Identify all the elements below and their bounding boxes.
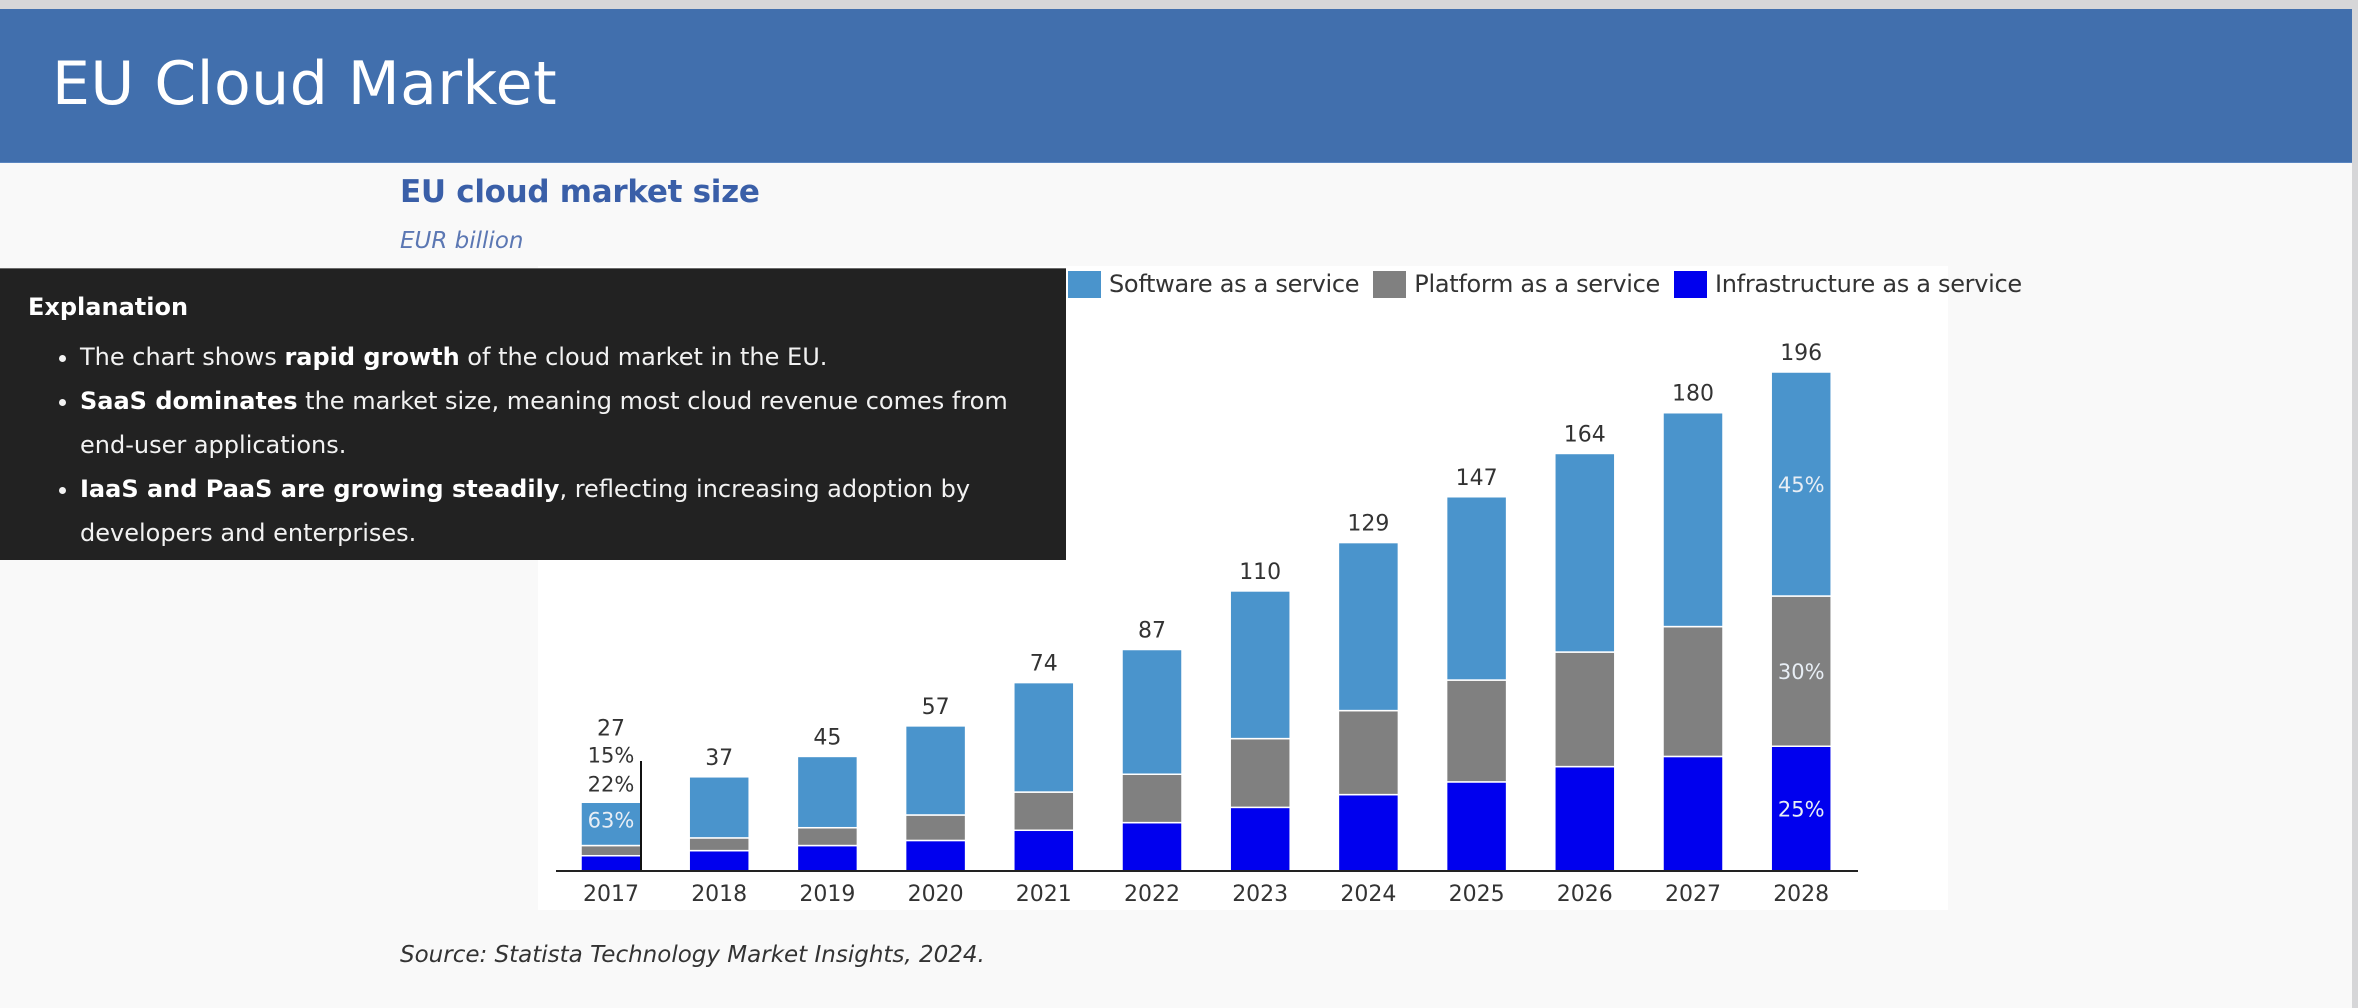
page-header: EU Cloud Market (0, 9, 2352, 163)
bar-total-label: 129 (1347, 512, 1389, 537)
legend-label: Software as a service (1109, 270, 1360, 298)
bar-segment-paas (1554, 651, 1616, 768)
x-tick-label: 2019 (799, 882, 855, 907)
bar-percentage-label: 22% (588, 772, 635, 796)
x-tick-label: 2022 (1124, 882, 1180, 907)
explanation-panel: Explanation The chart shows rapid growth… (0, 268, 1066, 560)
bar-segment-paas (1770, 595, 1832, 747)
bar-segment-saas (1554, 452, 1616, 653)
legend-item-paas: Platform as a service (1373, 270, 1660, 298)
bar-segment-iaas (1554, 765, 1616, 872)
bullet-text: the market size, meaning most cloud reve… (80, 387, 1008, 459)
bar-percentage-label: 15% (588, 743, 635, 767)
bar-segment-paas (1229, 737, 1291, 809)
legend-swatch (1673, 270, 1707, 298)
bar-segment-iaas (1013, 829, 1075, 872)
bar-percentage-label: 63% (588, 808, 635, 832)
bullet-text: The chart shows (80, 343, 285, 371)
legend-swatch (1373, 270, 1407, 298)
bar-total-label: 147 (1456, 466, 1498, 491)
bar-segment-saas (1229, 590, 1291, 740)
x-tick-label: 2026 (1557, 882, 1613, 907)
bar-total-label: 196 (1780, 341, 1822, 366)
browser-top-strip (0, 0, 2358, 9)
bullet-text: of the cloud market in the EU. (459, 343, 828, 371)
bar-segment-paas (580, 844, 642, 857)
bar-segment-paas (1337, 709, 1400, 796)
bullet-text: , reflecting increasing adoption by deve… (80, 475, 971, 547)
source-note: Source: Statista Technology Market Insig… (400, 942, 985, 968)
bullet-emphasis: IaaS and PaaS are growing steadily (80, 475, 560, 503)
bar-segment-iaas (1445, 781, 1508, 872)
chart-unit-label: EUR billion (400, 228, 524, 254)
bar-total-label: 57 (922, 695, 950, 720)
bar-total-label: 110 (1239, 560, 1281, 585)
explanation-bullet: IaaS and PaaS are growing steadily, refl… (80, 467, 1066, 555)
page-title: EU Cloud Market (52, 49, 558, 119)
x-tick-label: 2020 (908, 882, 964, 907)
bullet-emphasis: rapid growth (284, 343, 460, 371)
bar-segment-iaas (580, 854, 642, 872)
bar-segment-saas (1337, 541, 1400, 712)
bar-total-label: 45 (813, 725, 841, 750)
x-tick-label: 2025 (1449, 882, 1505, 907)
bar-segment-saas (1662, 411, 1724, 628)
bar-segment-saas (1121, 648, 1183, 776)
bar-segment-saas (1013, 681, 1075, 793)
scrollbar[interactable] (2352, 9, 2358, 1008)
bar-segment-iaas (1662, 755, 1724, 872)
chart-legend: Software as a service Platform as a servi… (1068, 268, 2036, 300)
bar-segment-iaas (1770, 745, 1832, 872)
bar-segment-iaas (904, 839, 967, 872)
x-tick-label: 2024 (1340, 882, 1396, 907)
bar-segment-iaas (1337, 793, 1400, 872)
bar-total-label: 87 (1138, 619, 1166, 644)
bar-segment-paas (1013, 791, 1075, 832)
bar-total-label: 37 (705, 746, 733, 771)
bar-segment-saas (904, 725, 967, 816)
bar-segment-paas (688, 837, 750, 852)
explanation-heading: Explanation (28, 293, 189, 321)
bar-segment-paas (904, 814, 967, 842)
x-tick-label: 2023 (1232, 882, 1288, 907)
bar-segment-iaas (796, 844, 859, 872)
x-tick-label: 2017 (583, 882, 639, 907)
bullet-emphasis: SaaS dominates (80, 387, 298, 415)
bar-segment-paas (1662, 625, 1724, 758)
bar-total-label: 27 (597, 716, 625, 741)
x-tick-label: 2028 (1773, 882, 1829, 907)
bar-segment-saas (796, 755, 859, 829)
bar-segment-paas (1121, 773, 1183, 824)
bar-segment-paas (796, 826, 859, 847)
x-tick-label: 2021 (1016, 882, 1072, 907)
x-tick-label: 2027 (1665, 882, 1721, 907)
chart-container: 27 2017 63% 15% 22% 37 2018 45 2019 57 2020 74 2021 8… (538, 266, 2022, 910)
bar-total-label: 180 (1672, 382, 1714, 407)
bar-segment-saas (688, 776, 750, 839)
bar-percentage-label: 25% (1778, 798, 1825, 822)
stacked-bar-chart: 27 2017 63% 15% 22% 37 2018 45 2019 57 2020 74 2021 8… (556, 341, 1858, 907)
legend-label: Platform as a service (1414, 270, 1660, 298)
explanation-bullet: SaaS dominates the market size, meaning … (80, 379, 1066, 467)
explanation-list: The chart shows rapid growth of the clou… (28, 335, 1066, 555)
legend-item-saas: Software as a service (1068, 270, 1360, 298)
bar-segment-iaas (688, 849, 750, 872)
explanation-bullet: The chart shows rapid growth of the clou… (80, 335, 1066, 379)
bar-segment-saas (1445, 496, 1508, 681)
bar-segment-saas (1770, 371, 1832, 597)
chart-title: EU cloud market size (400, 174, 760, 210)
legend-label: Infrastructure as a service (1714, 270, 2022, 298)
bar-total-label: 164 (1564, 422, 1606, 447)
x-tick-label: 2018 (691, 882, 747, 907)
bar-percentage-label: 45% (1778, 473, 1825, 497)
bar-percentage-label: 30% (1778, 660, 1825, 684)
bar-total-label: 74 (1030, 652, 1058, 677)
legend-item-iaas: Infrastructure as a service (1673, 270, 2022, 298)
legend-swatch (1068, 270, 1101, 298)
bar-segment-iaas (1121, 821, 1183, 872)
bar-segment-paas (1445, 679, 1508, 783)
bar-segment-iaas (1229, 806, 1291, 872)
